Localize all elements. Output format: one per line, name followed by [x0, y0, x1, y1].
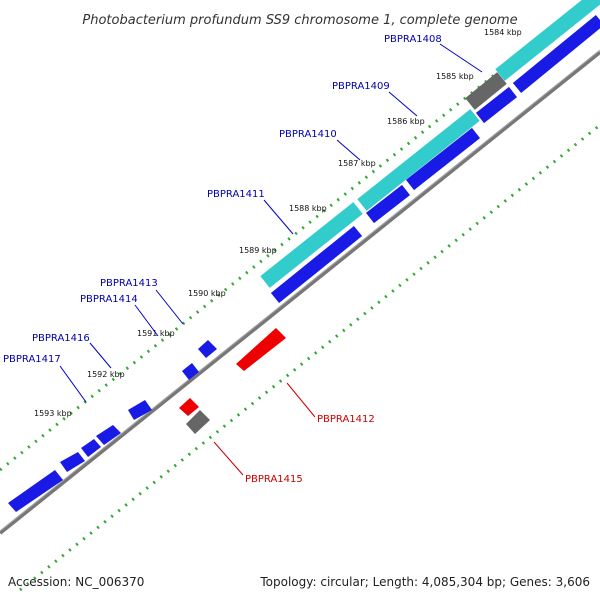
gene-label-1412[interactable]: PBPRA1412 [317, 414, 375, 425]
map-title: Photobacterium profundum SS9 chromosome … [82, 13, 517, 28]
tick-label-1584: 1584 kbp [484, 28, 522, 37]
gene-label-1414[interactable]: PBPRA1414 [80, 294, 138, 305]
gene-label-1411[interactable]: PBPRA1411 [207, 189, 265, 200]
tick-label-1587: 1587 kbp [338, 159, 376, 168]
tick-label-1590: 1590 kbp [188, 289, 226, 298]
forward-gene-track [8, 14, 600, 512]
tick-label-1592: 1592 kbp [87, 370, 125, 379]
reverse-gene-1412[interactable] [236, 328, 286, 371]
tick-label-1589: 1589 kbp [239, 246, 277, 255]
gene-label-1409[interactable]: PBPRA1409 [332, 81, 390, 92]
tick-scale: 1584 kbp 1585 kbp 1586 kbp 1587 kbp 1588… [34, 28, 522, 418]
reverse-gene-track [179, 328, 286, 434]
forward-gene-l[interactable] [8, 470, 63, 512]
forward-gene-a[interactable] [270, 225, 363, 304]
cds-region-2[interactable] [357, 109, 480, 211]
forward-gene-e[interactable] [512, 14, 600, 94]
forward-gene-k[interactable] [60, 452, 85, 472]
reverse-gene-1415[interactable] [179, 398, 199, 416]
cds-region-3[interactable] [495, 0, 600, 81]
leader-line-1409 [388, 91, 418, 117]
forward-gene-d[interactable] [475, 86, 518, 124]
genome-stats-text: Topology: circular; Length: 4,085,304 bp… [259, 575, 590, 589]
leader-line-1414 [134, 304, 159, 337]
gene-label-1410[interactable]: PBPRA1410 [279, 129, 337, 140]
forward-gene-b[interactable] [366, 184, 410, 224]
gene-label-1417[interactable]: PBPRA1417 [3, 354, 61, 365]
other-feature[interactable] [465, 72, 507, 110]
tick-label-1586: 1586 kbp [387, 117, 425, 126]
forward-gene-h[interactable] [128, 400, 152, 420]
leader-line-1410 [336, 139, 361, 161]
tick-label-1585: 1585 kbp [436, 72, 474, 81]
leader-line-1408 [439, 43, 483, 73]
gene-label-1416[interactable]: PBPRA1416 [32, 333, 90, 344]
leader-line-1416 [89, 342, 112, 369]
leader-line-1413 [155, 289, 184, 325]
gene-labels: PBPRA1408 PBPRA1409 PBPRA1410 PBPRA1411 … [3, 34, 483, 485]
forward-gene-j[interactable] [81, 439, 101, 457]
forward-gene-c[interactable] [405, 127, 481, 191]
tick-label-1588: 1588 kbp [289, 204, 327, 213]
leader-line-1412 [286, 382, 316, 418]
gene-label-1413[interactable]: PBPRA1413 [100, 278, 158, 289]
gene-label-1408[interactable]: PBPRA1408 [384, 34, 442, 45]
cds-region-1[interactable] [260, 202, 363, 288]
forward-gene-f[interactable] [198, 340, 217, 358]
tick-label-1593: 1593 kbp [34, 409, 72, 418]
leader-line-1417 [59, 365, 87, 403]
accession-text: Accession: NC_006370 [8, 575, 144, 589]
forward-gene-g[interactable] [182, 363, 199, 380]
forward-gene-i[interactable] [96, 425, 121, 445]
genome-backbone [0, 49, 600, 535]
cds-track [260, 0, 600, 288]
leader-line-1415 [213, 441, 244, 476]
leader-line-1411 [263, 199, 294, 235]
gene-label-1415[interactable]: PBPRA1415 [245, 474, 303, 485]
reverse-feature-other[interactable] [186, 410, 210, 434]
inner-dotted-ring [19, 123, 600, 592]
